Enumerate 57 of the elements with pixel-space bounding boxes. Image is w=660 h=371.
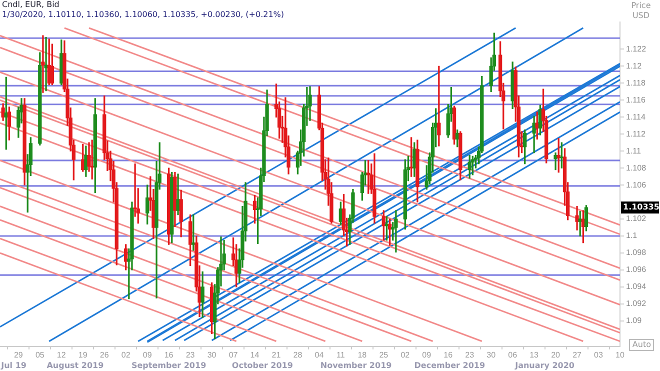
y-axis-title: Price USD [630,1,652,21]
x-tick-label: 19 [78,350,88,360]
x-tick-label: 21 [272,350,282,360]
x-tick-label: 09 [422,350,432,360]
text: Jul 19 [0,361,27,370]
y-tick-label: 1.106 [626,180,647,190]
y-tick-label: 1.096 [626,265,647,274]
x-tick-label: 02 [121,350,131,360]
chart-title: Cndl, EUR, Bid [2,0,60,10]
x-tick-label: 04 [314,350,324,360]
x-tick-label: 09 [142,350,152,360]
y-tick-label: 1.09 [626,316,642,326]
x-tick-label: 14 [250,350,260,360]
text: December 2019 [414,361,486,370]
x-tick-label: 11 [336,350,346,360]
x-tick-label: 28 [293,350,303,360]
y-tick-label: 1.092 [626,299,647,308]
x-tick-label: 20 [551,350,561,360]
y-tick-label: 1.11 [626,146,642,156]
x-tick-label: 12 [56,350,66,360]
y-tick-label: 1.112 [626,129,646,138]
y-tick-label: 1.094 [626,282,647,292]
y-tick-label: 1.108 [626,163,647,172]
y-tick-label: 1.1 [626,231,638,240]
annotation: 1.10335 [623,202,660,212]
x-tick-label: 02 [400,350,410,360]
x-tick-label: 26 [100,350,110,360]
x-tick-label: 05 [35,350,45,360]
text: Auto [629,339,654,351]
x-tick-label: 23 [465,350,475,360]
text: November 2019 [320,361,392,370]
x-tick-label: 07 [228,350,238,360]
text: August 2019 [46,361,104,370]
y-tick-label: 1.102 [626,214,647,224]
y-tick-label: 1.12 [626,61,642,70]
y-tick-label: 1.114 [626,112,646,122]
text: January 2020 [514,361,575,370]
x-tick-label: 16 [444,350,454,360]
y-tick-label: 1.098 [626,248,647,258]
x-tick-label: 30 [486,350,496,360]
y-tick-label: 1.122 [626,44,647,54]
text: September 2019 [131,361,207,370]
x-tick-label: 18 [358,350,368,360]
text: October 2019 [232,361,294,370]
y-tick-label: 1.116 [626,95,646,104]
x-tick-label: 16 [164,350,174,360]
chart-subtitle: 1/30/2020, 1.10110, 1.10360, 1.10060, 1.10335, +0.00230, (+0.21%) [2,10,284,20]
x-tick-label: 27 [572,350,582,360]
x-tick-label: 13 [530,350,540,360]
x-tick-label: 25 [379,350,389,360]
x-tick-label: 23 [186,350,196,360]
x-tick-label: 03 [594,350,604,360]
x-tick-label: 30 [207,350,217,360]
x-tick-label: 06 [508,350,518,360]
x-tick-label: 10 [616,350,625,360]
y-tick-label: 1.118 [626,78,646,88]
x-tick-label: 29 [14,350,24,360]
